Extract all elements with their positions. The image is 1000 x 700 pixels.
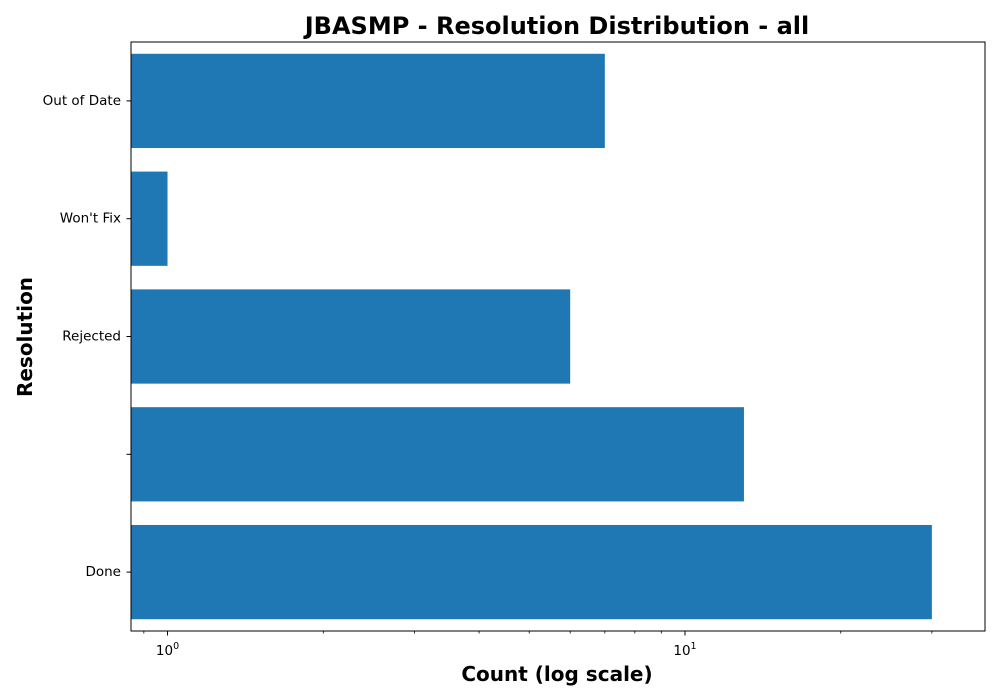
x-tick-label-0: 100 — [156, 641, 179, 659]
y-tick-label-4: Out of Date — [43, 93, 121, 109]
y-tick-label-2: Rejected — [62, 329, 121, 345]
x-tick-label-1: 101 — [673, 641, 696, 659]
x-axis-ticks: 100 101 — [144, 631, 932, 659]
bars-group — [131, 54, 932, 619]
bar-1 — [131, 407, 744, 501]
bar-2 — [131, 289, 570, 383]
bar-0 — [131, 525, 932, 619]
bar-4 — [131, 54, 605, 148]
chart-title: JBASMP - Resolution Distribution - all — [303, 12, 810, 40]
y-axis-label: Resolution — [13, 277, 37, 397]
bar-3 — [131, 172, 168, 266]
x-axis-label: Count (log scale) — [461, 662, 652, 686]
y-tick-label-0: Done — [85, 564, 121, 580]
y-tick-label-3: Won't Fix — [60, 211, 121, 227]
y-axis-ticks: Done Rejected Won't Fix Out of Date — [43, 93, 131, 580]
